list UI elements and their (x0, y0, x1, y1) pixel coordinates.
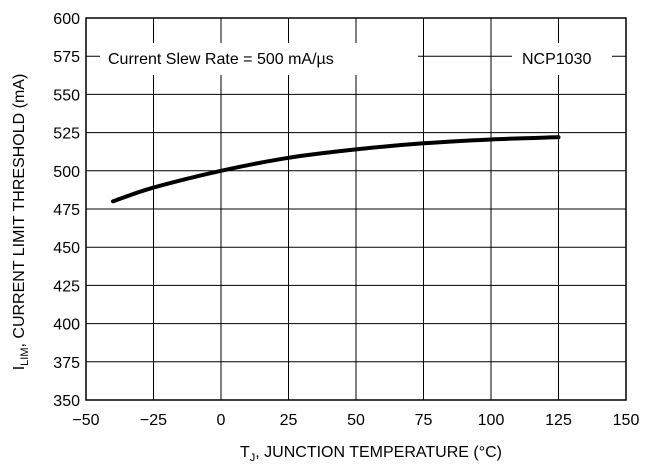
y-tick-label-10: 600 (53, 11, 80, 28)
y-axis-title-rest: , CURRENT LIMIT THRESHOLD (mA) (11, 74, 28, 348)
x-tick-label-1: −25 (140, 412, 167, 429)
x-tick-label-6: 100 (478, 412, 505, 429)
x-axis-title-main: T (240, 444, 250, 461)
y-tick-label-6: 500 (53, 164, 80, 181)
x-tick-label-5: 75 (415, 412, 433, 429)
x-tick-label-0: −50 (72, 412, 99, 429)
x-tick-label-3: 25 (280, 412, 298, 429)
annotation-part-bg (512, 43, 612, 75)
y-tick-label-3: 425 (53, 278, 80, 295)
x-axis-title: TJ, JUNCTION TEMPERATURE (°C) (240, 444, 502, 464)
y-tick-label-5: 475 (53, 202, 80, 219)
annotation-slew-rate: Current Slew Rate = 500 mA/µs (108, 51, 334, 68)
x-tick-label-7: 125 (545, 412, 572, 429)
x-tick-label-2: 0 (217, 412, 226, 429)
y-tick-label-2: 400 (53, 317, 80, 334)
x-axis-title-rest: , JUNCTION TEMPERATURE (°C) (255, 444, 502, 461)
annotation-part-number: NCP1030 (522, 51, 591, 68)
y-tick-label-0: 350 (53, 393, 80, 410)
y-tick-label-1: 375 (53, 355, 80, 372)
grid-lines (85, 17, 627, 401)
series-line (111, 135, 561, 204)
y-tick-label-7: 525 (53, 126, 80, 143)
plot-frame (85, 17, 627, 401)
y-tick-label-8: 550 (53, 87, 80, 104)
x-tick-label-8: 150 (613, 412, 640, 429)
y-tick-labels: 350 375 400 425 450 475 500 525 550 575 600 (53, 11, 80, 410)
y-axis-title-main: I (11, 366, 28, 370)
y-axis-title: ILIM, CURRENT LIMIT THRESHOLD (mA) (11, 74, 31, 371)
x-tick-labels: −50 −25 0 25 50 75 100 125 150 (72, 412, 639, 429)
x-tick-label-4: 50 (347, 412, 365, 429)
x-axis-title-sub: J (250, 452, 256, 464)
annotation-slew-rate-bg (100, 43, 418, 75)
y-tick-label-9: 575 (53, 49, 80, 66)
y-tick-label-4: 450 (53, 240, 80, 257)
y-axis-title-sub: LIM (19, 348, 31, 366)
